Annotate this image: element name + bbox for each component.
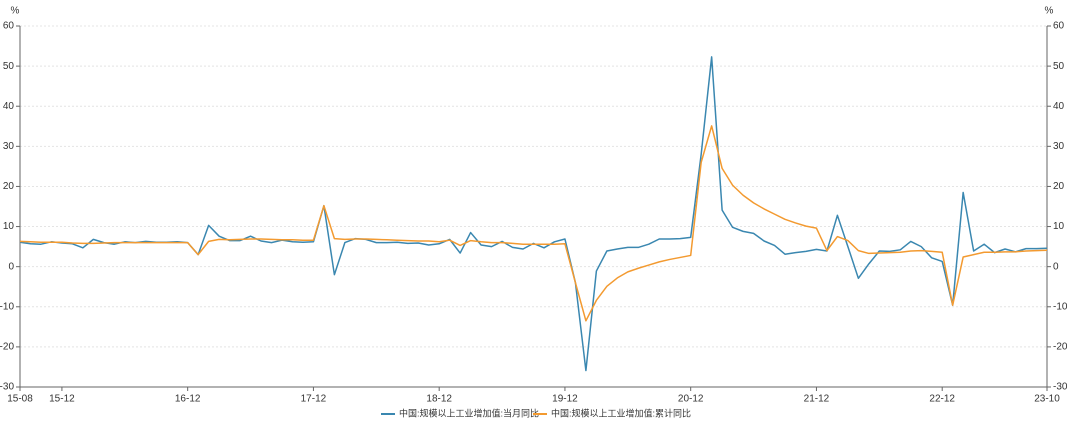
y2-tick-label: 10 <box>1053 221 1065 232</box>
y-tick-label: 10 <box>3 221 15 232</box>
x-tick-label: 21-12 <box>804 394 830 405</box>
x-tick-label: 20-12 <box>678 394 704 405</box>
y2-tick-label: 60 <box>1053 21 1065 32</box>
y2-tick-label: 0 <box>1053 261 1059 272</box>
legend-label: 中国:规模以上工业增加值:当月同比 <box>399 407 539 418</box>
y2-tick-label: 30 <box>1053 141 1065 152</box>
x-tick-label: 15-12 <box>49 394 75 405</box>
x-tick-label: 16-12 <box>175 394 201 405</box>
legend-label: 中国:规模以上工业增加值:累计同比 <box>551 407 691 418</box>
x-tick-label: 19-12 <box>552 394 578 405</box>
y2-tick-label: -30 <box>1053 382 1068 393</box>
series-line <box>19 56 1048 372</box>
x-tick-label: 22-12 <box>929 394 955 405</box>
x-tick-label: 15-08 <box>7 394 33 405</box>
y-tick-label: 60 <box>3 21 15 32</box>
y-tick-label: 30 <box>3 141 15 152</box>
y2-tick-label: 40 <box>1053 101 1065 112</box>
y-tick-label: 0 <box>8 261 14 272</box>
y-axis-unit: % <box>11 6 20 17</box>
legend: 中国:规模以上工业增加值:当月同比 中国:规模以上工业增加值:累计同比 <box>381 407 691 418</box>
x-tick-label: 18-12 <box>426 394 452 405</box>
series-line <box>19 125 1048 322</box>
y2-tick-label: -20 <box>1053 342 1068 353</box>
y-tick-label: 20 <box>3 181 15 192</box>
y2-tick-label: -10 <box>1053 301 1068 312</box>
y2-tick-label: 50 <box>1053 61 1065 72</box>
x-tick-label: 17-12 <box>301 394 327 405</box>
y2-tick-label: 20 <box>1053 181 1065 192</box>
y-tick-label: -30 <box>0 382 14 393</box>
y-tick-label: -20 <box>0 342 14 353</box>
y-tick-label: 40 <box>3 101 15 112</box>
x-tick-label: 23-10 <box>1034 394 1060 405</box>
y2-axis-unit: % <box>1045 6 1054 17</box>
y-tick-label: 50 <box>3 61 15 72</box>
y-tick-label: -10 <box>0 301 14 312</box>
